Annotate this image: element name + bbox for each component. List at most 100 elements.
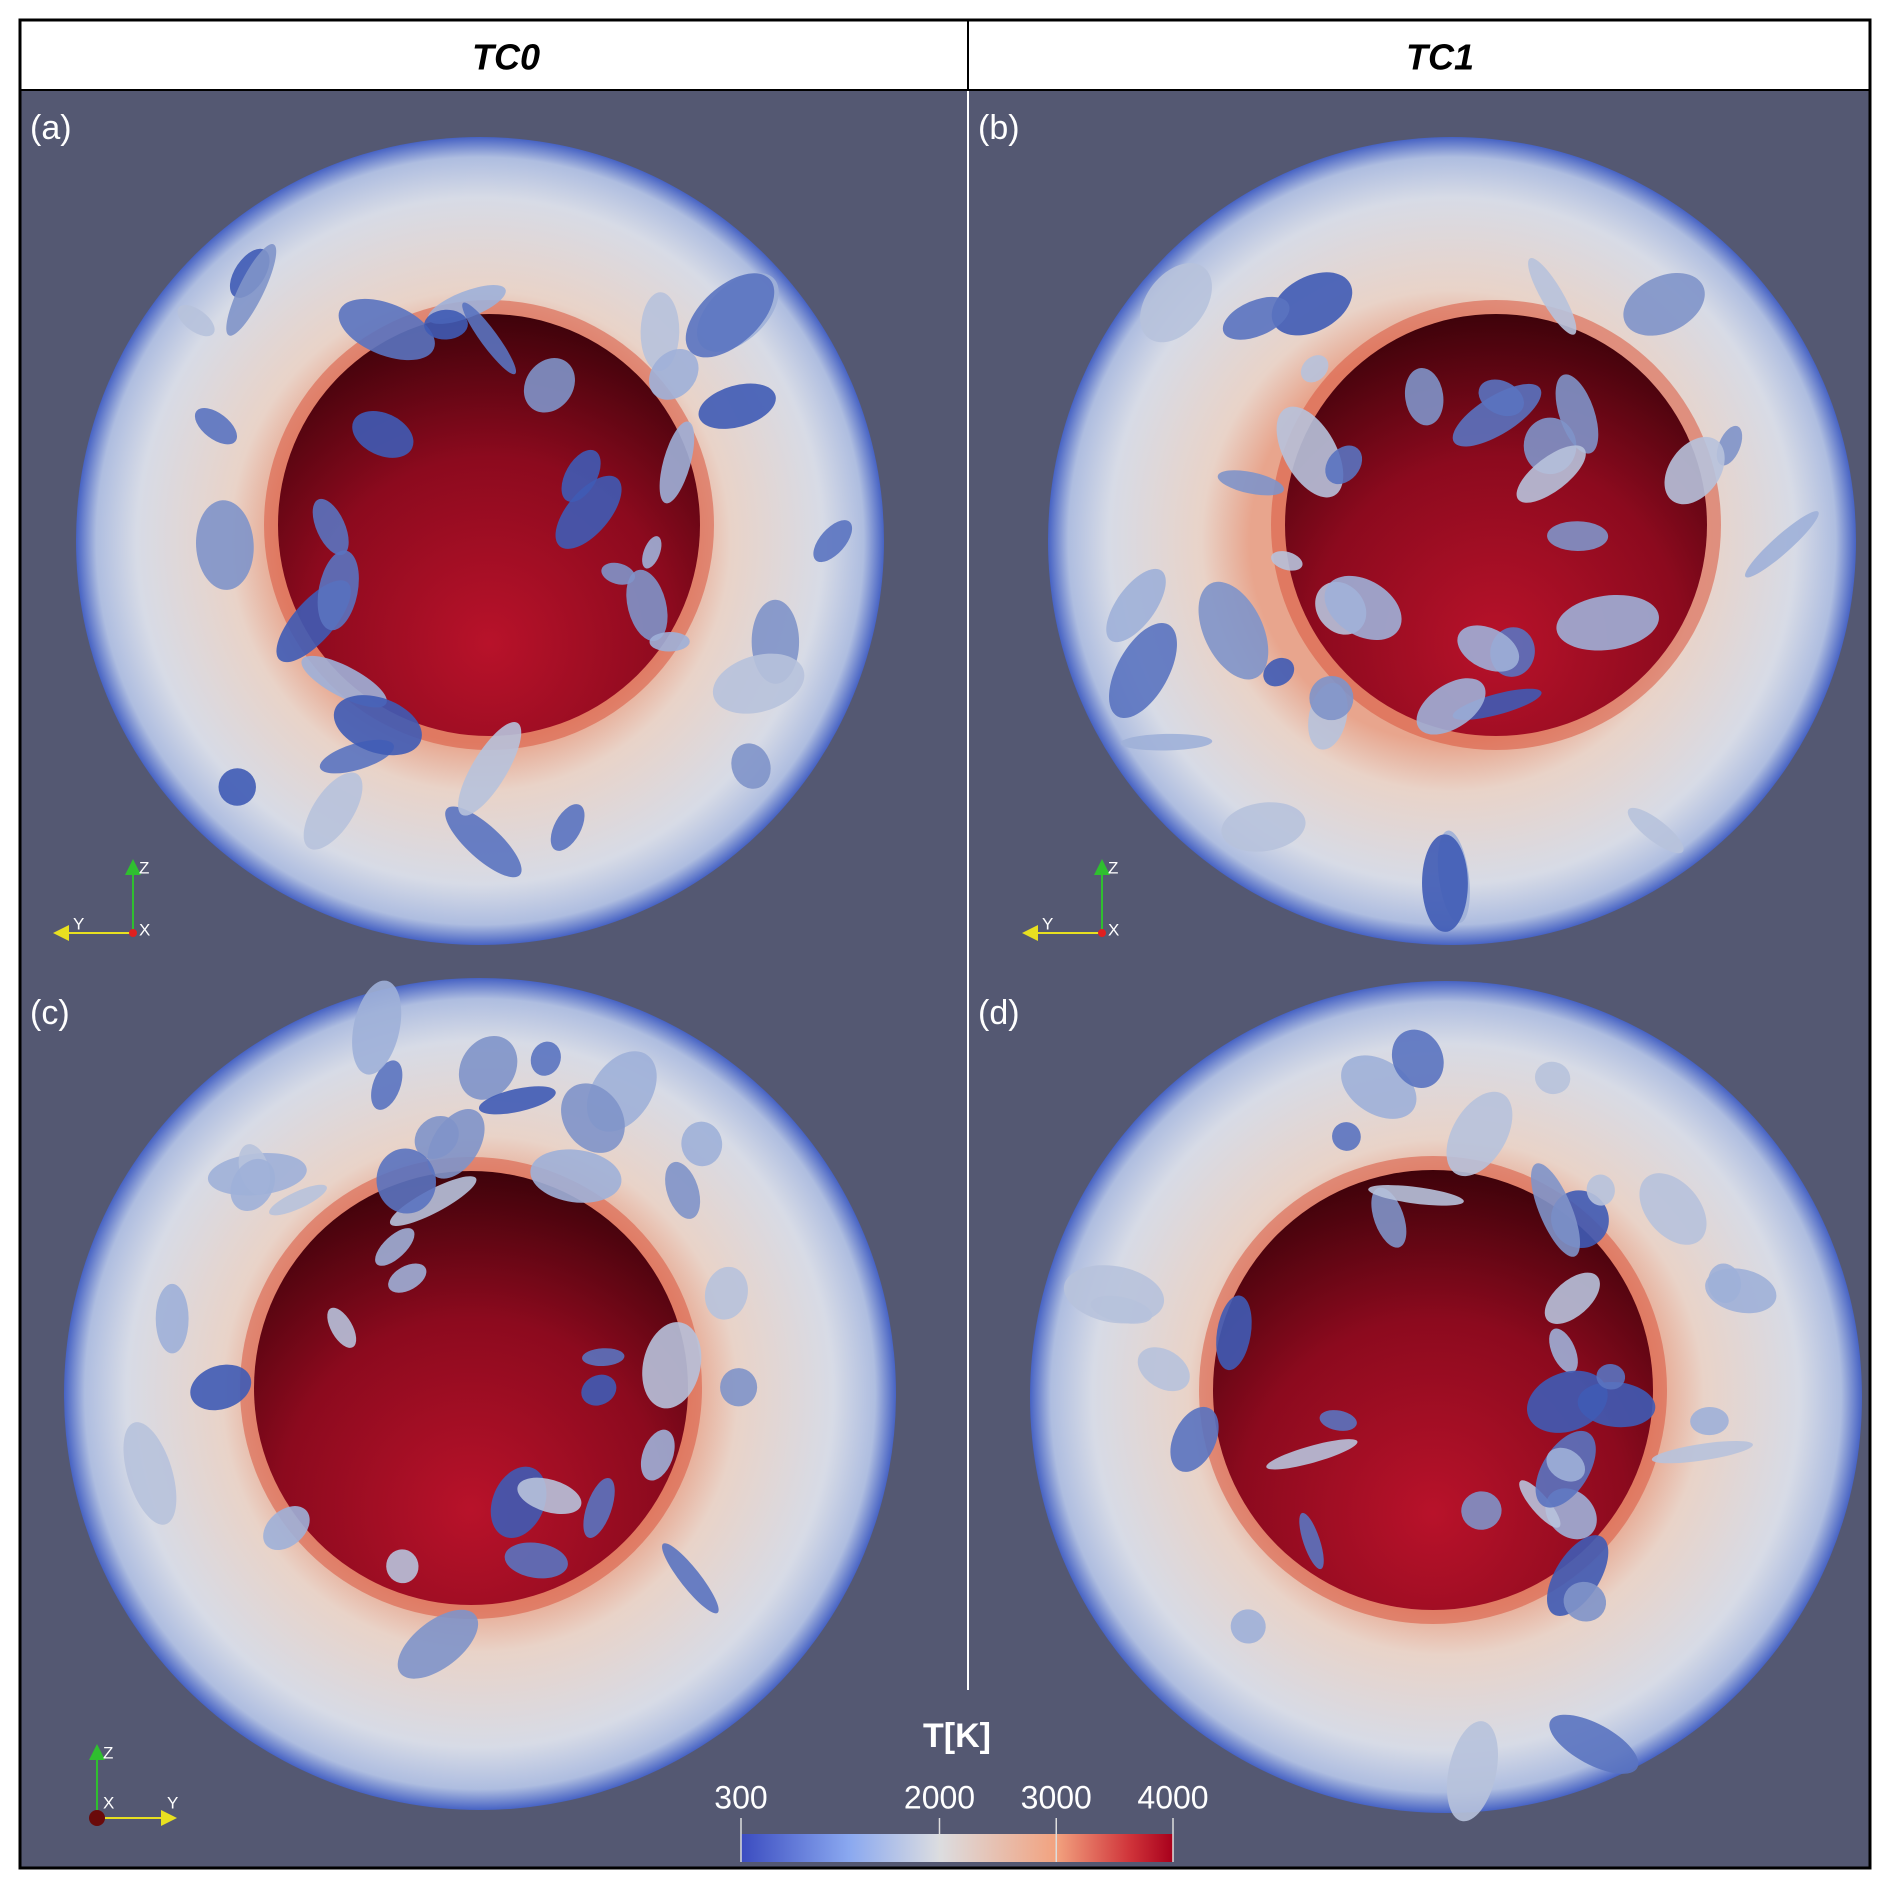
slab-fragment [427, 1109, 485, 1179]
slab-fragment [155, 1283, 189, 1354]
colorbar-tick-label: 4000 [1137, 1779, 1208, 1815]
slab-fragment [1271, 551, 1303, 571]
slab-fragment [1137, 1347, 1190, 1392]
slab-fragment [1266, 1439, 1358, 1470]
slab-fragment [517, 1477, 582, 1515]
axis-label: X [1108, 920, 1119, 939]
slab-fragment [397, 1609, 479, 1679]
colorbar-title: T[K] [923, 1717, 991, 1755]
slab-fragment [1705, 1268, 1777, 1314]
slab-fragment [555, 475, 622, 549]
column-title: TC0 [472, 37, 540, 78]
slab-fragment [190, 1364, 252, 1411]
axis-label: Z [139, 858, 149, 877]
slab-fragment [1546, 1535, 1609, 1617]
axis-origin [129, 929, 137, 937]
panel-label: (b) [978, 109, 1020, 147]
panel-label: (d) [978, 994, 1020, 1032]
slab-fragment [649, 349, 699, 400]
slab-fragment [1324, 575, 1402, 641]
slab-fragment [312, 498, 349, 556]
slab-fragment [352, 980, 402, 1075]
slab-fragment [303, 772, 363, 850]
slab-fragment [583, 1477, 615, 1538]
slab-fragment [177, 305, 215, 337]
colorbar-tick-label: 3000 [1021, 1779, 1092, 1815]
slab-fragment [698, 383, 776, 429]
slab-fragment [1300, 355, 1329, 383]
axis-label: Z [103, 1743, 113, 1762]
slab-fragment [1639, 1173, 1707, 1245]
slab-fragment [424, 309, 468, 340]
slab-fragment [642, 1322, 702, 1409]
slab-fragment [1478, 379, 1524, 417]
slab-fragment [478, 1086, 556, 1115]
slab-fragment [1368, 1185, 1464, 1206]
panels: (a) Z Y X (b) Z Y X (c) Z X Y (d) [30, 109, 1862, 1826]
slab-fragment [1651, 1440, 1753, 1464]
slab-fragment [317, 550, 359, 631]
slab-fragment [550, 804, 585, 851]
axis-origin [1098, 929, 1106, 937]
slab-fragment [1547, 521, 1609, 552]
slab-fragment [301, 655, 387, 708]
slab-fragment [712, 653, 805, 714]
slab-fragment [1549, 1714, 1639, 1774]
slab-fragment [1446, 1721, 1498, 1822]
slab-fragment [1527, 1370, 1608, 1433]
slab-fragment [352, 410, 414, 458]
slab-fragment [1309, 676, 1354, 721]
header-row [20, 20, 1870, 90]
axis-label: Y [73, 914, 84, 933]
slab-fragment [504, 1542, 568, 1579]
slab-fragment [601, 562, 636, 585]
core [1285, 314, 1707, 736]
slab-fragment [530, 1149, 622, 1203]
slab-fragment [388, 1263, 427, 1293]
slab-fragment [333, 695, 422, 756]
panel: (d) [978, 981, 1862, 1822]
slab-fragment [523, 358, 575, 413]
slab-fragment [530, 1041, 561, 1076]
axis-label: X [139, 920, 150, 939]
slab-fragment [226, 244, 277, 336]
slab-fragment [1063, 1265, 1165, 1324]
slab-fragment [1530, 1163, 1581, 1257]
slab-fragment [1623, 273, 1705, 336]
slab-fragment [662, 1543, 719, 1614]
slab-fragment [1271, 272, 1353, 336]
slab-fragment [1391, 1029, 1444, 1088]
axis-label: Y [167, 1793, 178, 1812]
slab-fragment [375, 1228, 415, 1266]
colorbar-tick-label: 2000 [904, 1779, 975, 1815]
colorbar: T[K] 300 2000 3000 4000 [714, 1717, 1209, 1862]
slab-fragment [445, 806, 522, 878]
slab-fragment [1217, 470, 1284, 496]
slab-fragment [649, 632, 690, 652]
slab-fragment [327, 1307, 357, 1348]
slab-fragment [1299, 1512, 1324, 1570]
slab-fragment [659, 421, 695, 504]
slab-fragment [1216, 1295, 1252, 1371]
slab-fragment [704, 1266, 748, 1320]
slab-fragment [1457, 625, 1520, 672]
slab-fragment [269, 1184, 327, 1216]
slab-fragment [581, 1374, 617, 1406]
colorbar-gradient [741, 1834, 1173, 1862]
axis-label: X [103, 1793, 114, 1812]
slab-fragment [1109, 622, 1177, 719]
slab-fragment [1263, 657, 1295, 687]
slab-fragment [1596, 1363, 1626, 1390]
slab-fragment [123, 1422, 177, 1525]
slab-fragment [1422, 834, 1468, 932]
slab-fragment [1106, 568, 1166, 643]
slab-fragment [561, 1083, 625, 1153]
slab-fragment [1555, 374, 1599, 454]
panel: (b) Z Y X [978, 109, 1856, 945]
frame [18, 18, 1872, 1870]
slab-fragment [386, 1549, 419, 1584]
slab-fragment [626, 569, 668, 642]
panel-label: (a) [30, 109, 72, 147]
slab-fragment [642, 536, 662, 569]
